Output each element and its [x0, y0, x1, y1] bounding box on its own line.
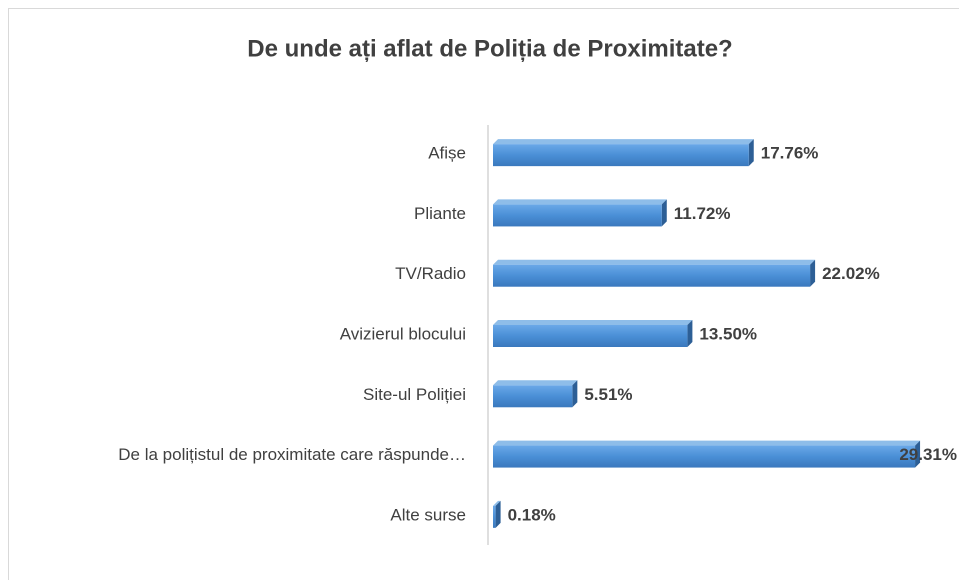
bar-side [687, 320, 693, 347]
bar-side [661, 199, 667, 227]
bar-top [493, 139, 754, 145]
data-label: 17.76% [761, 144, 819, 163]
data-label: 13.50% [699, 324, 757, 343]
bar-top [493, 440, 921, 446]
bar [493, 325, 688, 347]
bar [493, 505, 496, 528]
y-tick-label: Site-ul Poliției [363, 385, 466, 404]
bar [493, 264, 811, 287]
data-label: 11.72% [674, 204, 731, 223]
data-label: 0.18% [508, 505, 556, 524]
bar-side [915, 440, 921, 468]
bar-side [572, 380, 578, 408]
y-tick-label: Pliante [414, 204, 466, 223]
data-label: 5.51% [584, 385, 632, 404]
data-label: 29.31% [899, 445, 957, 464]
y-tick-label: Avizierul blocului [340, 324, 466, 343]
y-tick-label: Alte surse [390, 505, 466, 524]
bar-top [493, 259, 816, 265]
y-tick-label: De la polițistul de proximitate care răs… [118, 445, 466, 464]
bar [493, 445, 916, 468]
bar-top [493, 320, 693, 325]
bar-side [495, 500, 501, 528]
bar-top [493, 380, 578, 386]
bar-side [748, 139, 754, 167]
data-label: 22.02% [822, 264, 880, 283]
y-tick-label: TV/Radio [395, 264, 466, 283]
bar [493, 144, 749, 167]
bar-top [493, 199, 667, 205]
bar-side [810, 259, 816, 287]
chart-title: De unde ați aflat de Poliția de Proximit… [247, 35, 732, 62]
y-tick-label: Afișe [428, 144, 466, 163]
chart-frame [8, 8, 959, 580]
bar-top [493, 500, 501, 506]
bar [493, 204, 662, 227]
bar [493, 385, 573, 408]
